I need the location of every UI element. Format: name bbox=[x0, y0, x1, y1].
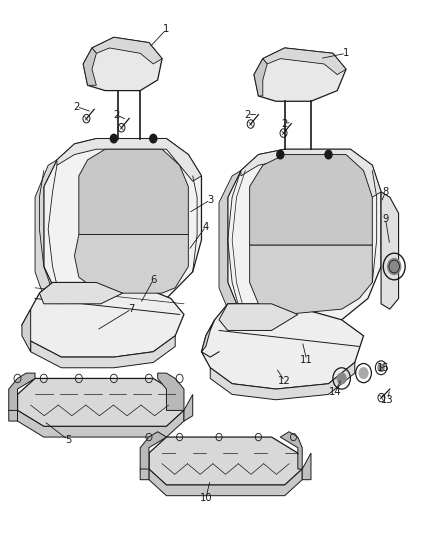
Polygon shape bbox=[92, 37, 162, 64]
Text: 11: 11 bbox=[300, 355, 313, 365]
Text: 9: 9 bbox=[382, 214, 389, 223]
Polygon shape bbox=[149, 469, 302, 496]
Circle shape bbox=[337, 373, 346, 384]
Polygon shape bbox=[9, 373, 35, 410]
Polygon shape bbox=[228, 149, 381, 330]
Polygon shape bbox=[254, 59, 267, 96]
Polygon shape bbox=[83, 48, 96, 85]
Polygon shape bbox=[201, 320, 215, 352]
Text: 3: 3 bbox=[207, 195, 213, 205]
Text: 6: 6 bbox=[150, 275, 156, 285]
Polygon shape bbox=[219, 171, 241, 320]
Polygon shape bbox=[184, 394, 193, 421]
Circle shape bbox=[325, 150, 332, 159]
Polygon shape bbox=[250, 155, 372, 245]
Circle shape bbox=[277, 150, 284, 159]
Polygon shape bbox=[210, 362, 355, 400]
Polygon shape bbox=[140, 453, 149, 480]
Polygon shape bbox=[241, 149, 381, 197]
Text: 2: 2 bbox=[244, 110, 251, 119]
Polygon shape bbox=[140, 432, 166, 469]
Polygon shape bbox=[280, 432, 302, 469]
Circle shape bbox=[359, 368, 368, 378]
Text: 12: 12 bbox=[278, 376, 291, 386]
Circle shape bbox=[388, 259, 401, 274]
Text: 1: 1 bbox=[163, 25, 170, 34]
Polygon shape bbox=[18, 378, 184, 426]
Polygon shape bbox=[39, 282, 123, 304]
Polygon shape bbox=[302, 453, 311, 480]
Polygon shape bbox=[35, 160, 61, 309]
Polygon shape bbox=[219, 304, 298, 330]
Text: 8: 8 bbox=[382, 187, 389, 197]
Polygon shape bbox=[44, 139, 201, 309]
Polygon shape bbox=[22, 309, 31, 352]
Text: 10: 10 bbox=[200, 494, 212, 503]
Polygon shape bbox=[31, 336, 175, 368]
Text: 15: 15 bbox=[377, 363, 390, 373]
Polygon shape bbox=[158, 373, 184, 410]
Polygon shape bbox=[22, 282, 184, 357]
Text: 2: 2 bbox=[282, 119, 288, 128]
Polygon shape bbox=[79, 149, 188, 235]
Circle shape bbox=[150, 134, 157, 143]
Polygon shape bbox=[201, 304, 364, 389]
Text: 5: 5 bbox=[65, 435, 71, 445]
Polygon shape bbox=[263, 48, 346, 75]
Polygon shape bbox=[74, 235, 188, 293]
Polygon shape bbox=[57, 139, 201, 181]
Polygon shape bbox=[250, 245, 372, 314]
Polygon shape bbox=[149, 437, 302, 485]
Text: 13: 13 bbox=[381, 395, 394, 405]
Polygon shape bbox=[254, 48, 346, 101]
Polygon shape bbox=[9, 394, 18, 421]
Text: 2: 2 bbox=[113, 110, 119, 119]
Text: 2: 2 bbox=[74, 102, 80, 111]
Polygon shape bbox=[381, 192, 399, 309]
Polygon shape bbox=[83, 37, 162, 91]
Circle shape bbox=[110, 134, 117, 143]
Circle shape bbox=[378, 364, 384, 372]
Polygon shape bbox=[18, 410, 184, 437]
Text: 7: 7 bbox=[128, 304, 134, 314]
Text: 14: 14 bbox=[329, 387, 341, 397]
Text: 4: 4 bbox=[203, 222, 209, 231]
Text: 1: 1 bbox=[343, 49, 349, 58]
